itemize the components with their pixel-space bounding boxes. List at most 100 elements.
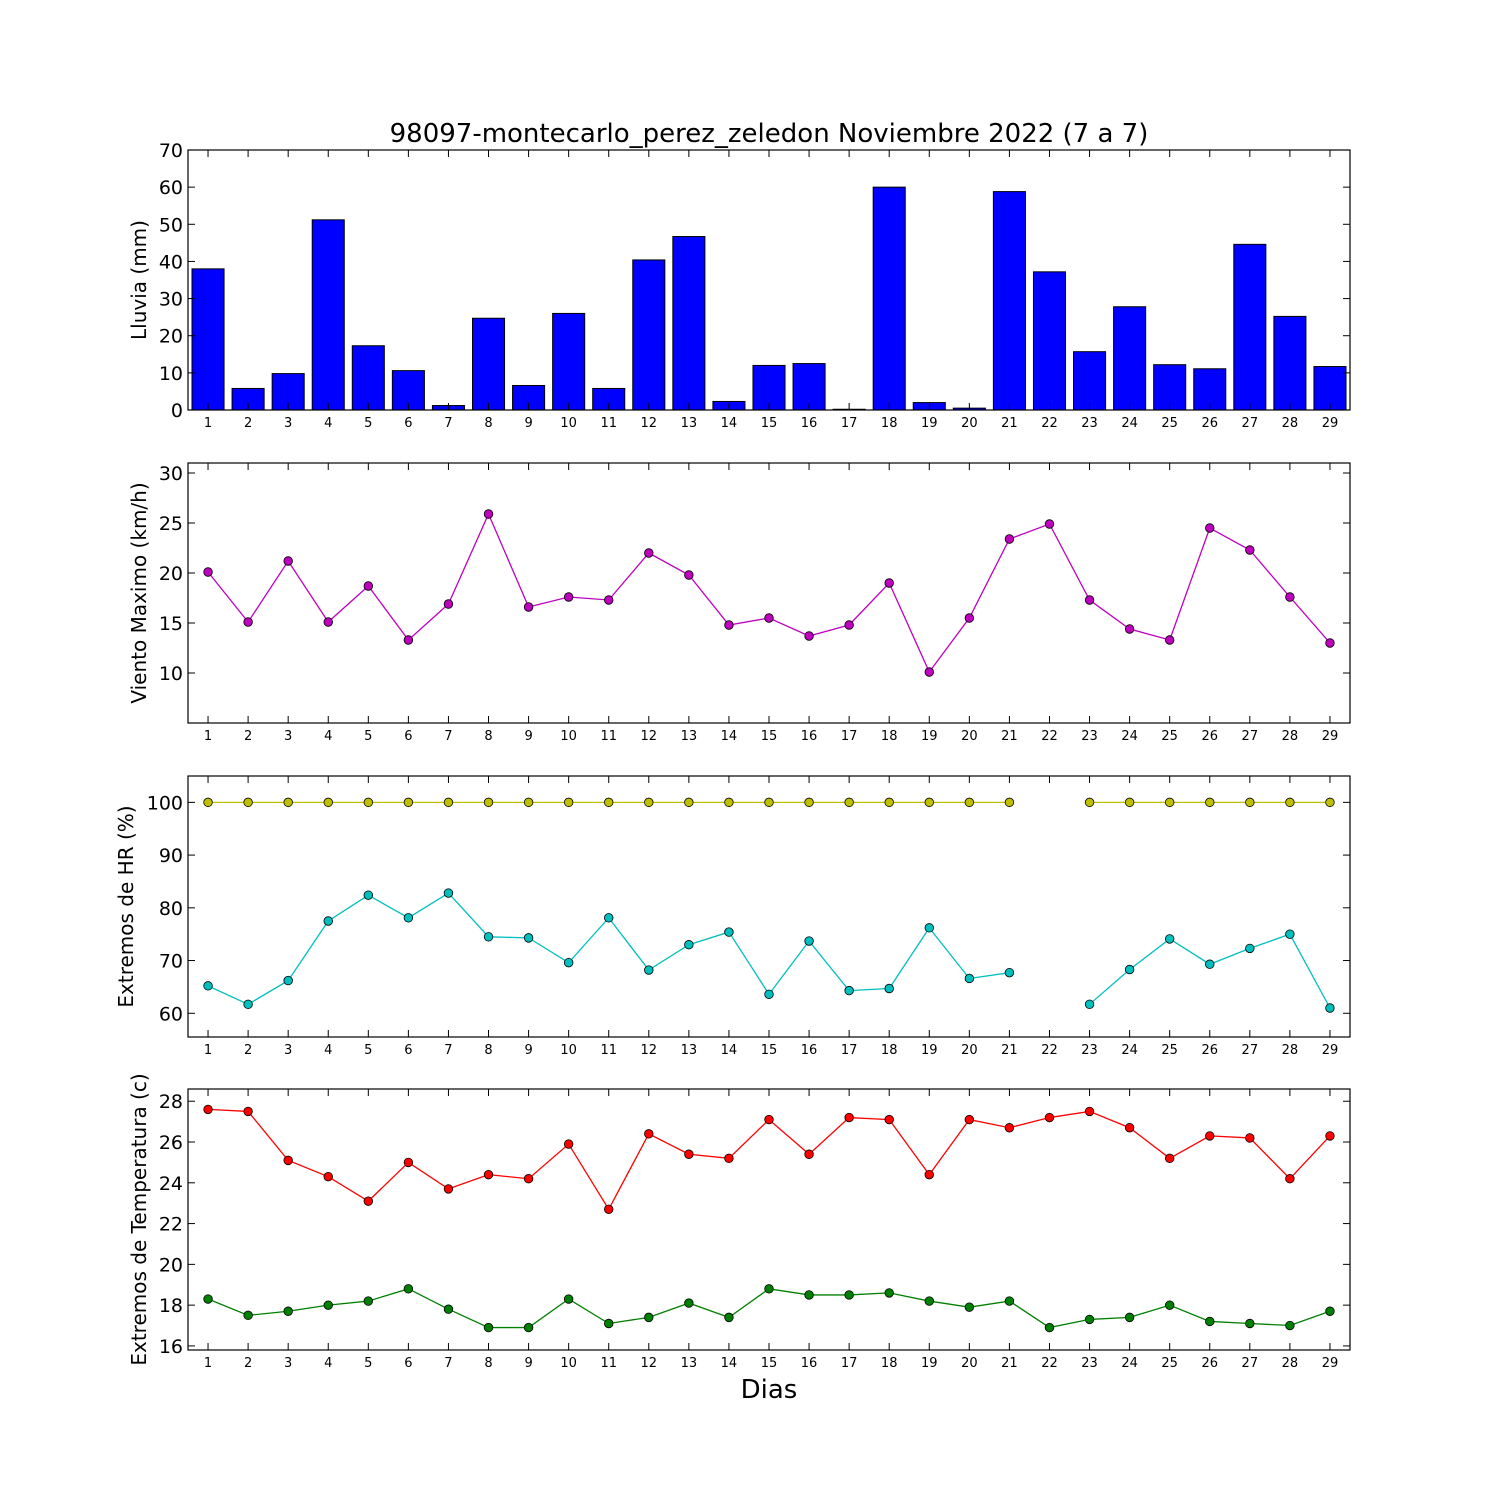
x-tick-label: 5 [364, 729, 372, 744]
y-tick-label: 10 [159, 663, 183, 685]
y-tick-label: 30 [159, 463, 183, 485]
series-2-point-day-24 [1124, 1312, 1135, 1323]
x-tick-label: 8 [484, 1043, 492, 1058]
x-tick-label: 23 [1081, 1043, 1098, 1058]
series-2-point-day-6 [403, 913, 414, 923]
bar-day-16 [792, 363, 826, 411]
series-1-point-day-18 [884, 1114, 894, 1125]
series-1-point-day-27 [1245, 797, 1255, 808]
series-2-point-day-19 [924, 923, 934, 933]
series-1-point-day-2 [243, 1106, 253, 1117]
x-tick-label: 3 [284, 1356, 292, 1371]
x-tick-label: 17 [841, 416, 858, 431]
series-2-point-day-10 [563, 957, 574, 968]
bar-day-1 [191, 268, 225, 411]
y-axis-label: Extremos de HR (%) [114, 805, 138, 1007]
series-1-point-day-2 [243, 797, 253, 808]
x-tick-label: 29 [1322, 1043, 1339, 1058]
x-tick-label: 1 [204, 416, 212, 431]
y-tick-label: 24 [159, 1173, 183, 1195]
bar-day-8 [471, 317, 506, 411]
x-tick-label: 6 [404, 1043, 412, 1058]
x-tick-label: 19 [921, 1043, 938, 1058]
series-1-point-day-4 [323, 797, 333, 808]
series-1-point-day-9 [523, 797, 534, 808]
x-tick-label: 2 [244, 729, 252, 744]
series-2-point-day-17 [844, 985, 854, 996]
y-tick-label: 18 [159, 1295, 183, 1317]
series-1-point-day-14 [724, 1153, 734, 1164]
x-tick-label: 9 [524, 1356, 532, 1371]
series-2-point-day-28 [1285, 929, 1295, 939]
series-1-point-day-26 [1205, 1131, 1215, 1141]
series-1-point-day-24 [1124, 1123, 1135, 1133]
series-1-point-day-16 [804, 631, 814, 641]
series-2-point-day-28 [1285, 1320, 1295, 1331]
series-2-point-day-12 [644, 1312, 654, 1323]
x-tick-label: 4 [324, 1043, 332, 1058]
series-2-point-day-18 [884, 1288, 894, 1298]
y-tick-label: 60 [159, 1003, 183, 1025]
series-1-point-day-12 [644, 797, 654, 808]
series-1-point-day-1 [203, 797, 213, 808]
series-1-point-day-15 [764, 797, 774, 808]
x-tick-label: 22 [1041, 1043, 1058, 1058]
x-tick-label: 13 [681, 1043, 698, 1058]
y-tick-label: 60 [159, 177, 183, 199]
series-2-point-day-26 [1205, 1316, 1215, 1327]
x-tick-label: 20 [961, 729, 978, 744]
x-tick-label: 13 [681, 729, 698, 744]
x-tick-label: 11 [600, 729, 617, 744]
series-1-point-day-23 [1084, 797, 1095, 808]
series-2-point-day-9 [523, 1322, 534, 1333]
series-1-point-day-22 [1044, 519, 1055, 529]
x-tick-label: 21 [1001, 1043, 1018, 1058]
x-tick-label: 18 [881, 1043, 898, 1058]
y-axis-label: Extremos de Temperatura (c) [127, 1073, 151, 1365]
x-tick-label: 19 [921, 729, 938, 744]
series-1-point-day-15 [764, 613, 774, 623]
series-2-point-day-14 [724, 927, 734, 937]
x-tick-label: 4 [324, 416, 332, 431]
x-tick-label: 19 [921, 416, 938, 431]
x-tick-label: 28 [1282, 729, 1299, 744]
y-tick-label: 26 [159, 1132, 183, 1154]
series-1-point-day-4 [323, 1171, 333, 1182]
y-tick-label: 70 [159, 140, 183, 162]
x-tick-label: 25 [1161, 416, 1178, 431]
x-tick-label: 10 [560, 1356, 577, 1371]
x-tick-label: 18 [881, 416, 898, 431]
series-1-point-day-28 [1285, 592, 1295, 602]
series-2-point-day-26 [1205, 959, 1215, 969]
x-tick-label: 10 [560, 416, 577, 431]
x-tick-label: 12 [641, 729, 658, 744]
y-tick-label: 16 [159, 1336, 183, 1358]
series-1-point-day-11 [604, 1204, 614, 1215]
series-1-point-day-11 [604, 595, 614, 605]
series-1-point-day-21 [1004, 797, 1015, 808]
series-1-point-day-10 [563, 797, 574, 808]
x-tick-label: 12 [641, 1356, 658, 1371]
series-2-point-day-12 [644, 965, 654, 975]
chart-title: 98097-montecarlo_perez_zeledon Noviembre… [390, 119, 1149, 149]
x-tick-label: 21 [1001, 416, 1018, 431]
bar-day-21 [992, 191, 1026, 411]
x-tick-label: 26 [1201, 1356, 1218, 1371]
x-tick-label: 9 [524, 1043, 532, 1058]
series-2-point-day-23 [1084, 1314, 1095, 1325]
x-tick-label: 26 [1201, 729, 1218, 744]
series-2-point-day-4 [323, 1300, 333, 1310]
series-2-point-day-13 [684, 940, 694, 950]
x-tick-label: 27 [1242, 1356, 1259, 1371]
x-tick-label: 14 [721, 416, 738, 431]
y-tick-label: 90 [159, 845, 183, 867]
series-2-point-day-25 [1164, 1300, 1175, 1310]
x-tick-label: 15 [761, 1043, 778, 1058]
series-1-point-day-20 [964, 1114, 975, 1125]
series-1-point-day-24 [1124, 797, 1135, 808]
x-tick-label: 29 [1322, 729, 1339, 744]
